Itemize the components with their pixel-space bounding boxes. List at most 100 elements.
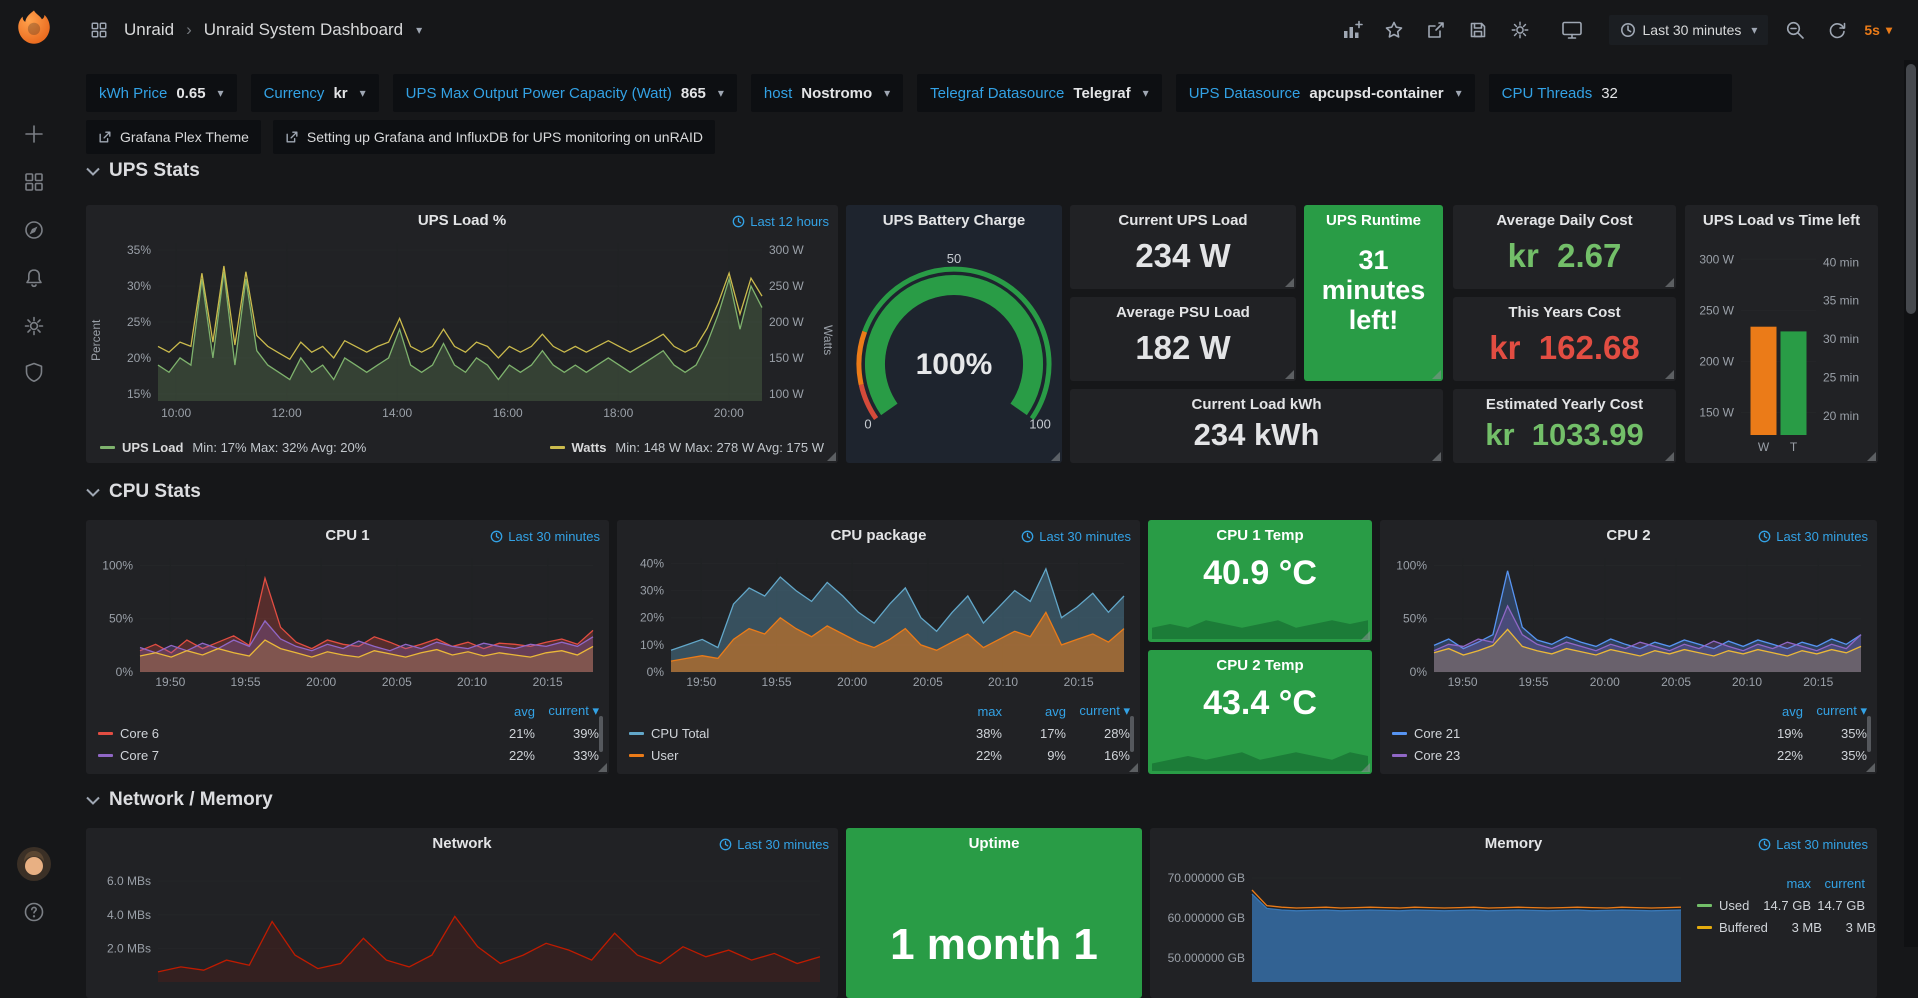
refresh-interval-picker[interactable]: 5s ▾ [1864, 22, 1892, 38]
chevron-down-icon: ▾ [1456, 86, 1462, 100]
stat-title[interactable]: Uptime [846, 835, 1142, 852]
svg-text:60.000000 GB: 60.000000 GB [1168, 911, 1245, 925]
sidebar-item-server-admin[interactable] [0, 350, 68, 394]
stat-title[interactable]: Average PSU Load [1070, 304, 1296, 321]
panel-title[interactable]: UPS Load vs Time left [1685, 212, 1878, 229]
svg-text:16:00: 16:00 [493, 406, 523, 420]
stat-title[interactable]: Current Load kWh [1070, 396, 1443, 413]
panel-resize-handle[interactable] [827, 452, 836, 461]
sidebar-item-create[interactable] [0, 112, 68, 156]
panel-title[interactable]: UPS Battery Charge [846, 212, 1062, 229]
variable-telegraf-datasource[interactable]: Telegraf Datasource Telegraf ▾ [917, 74, 1162, 112]
clock-icon [1620, 22, 1636, 38]
variable-ups-max-output[interactable]: UPS Max Output Power Capacity (Watt) 865… [393, 74, 737, 112]
section-cpu-stats[interactable]: CPU Stats [86, 481, 201, 503]
panel-resize-handle[interactable] [1665, 370, 1674, 379]
panel-time-range-badge[interactable]: Last 30 minutes [1758, 529, 1868, 544]
variable-host[interactable]: host Nostromo ▾ [751, 74, 903, 112]
panel-resize-handle[interactable] [1285, 370, 1294, 379]
panel-resize-handle[interactable] [1665, 278, 1674, 287]
refresh-button[interactable] [1822, 15, 1852, 45]
stat-title[interactable]: This Years Cost [1453, 304, 1676, 321]
variable-kwh-price[interactable]: kWh Price 0.65 ▾ [86, 74, 237, 112]
panel-title[interactable]: UPS Load % [86, 212, 838, 229]
section-title: UPS Stats [109, 160, 200, 182]
panel-time-range-badge[interactable]: Last 30 minutes [490, 529, 600, 544]
panel-resize-handle[interactable] [1361, 631, 1370, 640]
cpu-threads-input[interactable]: 32 [1601, 85, 1719, 102]
load-vs-time-bar-chart[interactable]: 300 W250 W200 W150 W40 min35 min30 min25… [1689, 237, 1874, 457]
add-panel-button[interactable] [1337, 15, 1367, 45]
svg-text:50%: 50% [109, 612, 133, 626]
cpu1-temp-sparkline [1152, 609, 1368, 639]
sidebar-item-explore[interactable] [0, 208, 68, 252]
variable-label: UPS Max Output Power Capacity (Watt) [406, 85, 672, 102]
sidebar-item-help[interactable] [0, 890, 68, 934]
cpu2-chart[interactable]: 100%50%0%19:5019:5520:0020:0520:1020:15 [1388, 550, 1869, 690]
stat-title[interactable]: Average Daily Cost [1453, 212, 1676, 229]
panel-time-range-badge[interactable]: Last 30 minutes [719, 837, 829, 852]
memory-chart[interactable]: 70.000000 GB60.000000 GB50.000000 GB [1158, 858, 1687, 988]
plus-icon [23, 123, 45, 145]
panel-resize-handle[interactable] [1285, 278, 1294, 287]
page-scrollbar[interactable] [1904, 60, 1918, 947]
ups-load-chart[interactable]: 35%30%25%20%15%300 W250 W200 W150 W100 W… [108, 235, 816, 421]
link-ups-monitoring-guide[interactable]: Setting up Grafana and InfluxDB for UPS … [273, 120, 715, 154]
network-chart[interactable]: 6.0 MBs4.0 MBs2.0 MBs [94, 858, 830, 988]
time-range-label: Last 30 minutes [508, 529, 600, 544]
user-avatar[interactable] [0, 842, 68, 886]
share-icon [1426, 20, 1446, 40]
star-dashboard-button[interactable] [1379, 15, 1409, 45]
save-dashboard-button[interactable] [1463, 15, 1493, 45]
panel-resize-handle[interactable] [1866, 763, 1875, 772]
variable-ups-datasource[interactable]: UPS Datasource apcupsd-container ▾ [1176, 74, 1475, 112]
zoom-out-button[interactable] [1780, 15, 1810, 45]
section-ups-stats[interactable]: UPS Stats [86, 160, 200, 182]
sidebar-item-dashboards[interactable] [0, 160, 68, 204]
cpu1-chart[interactable]: 100%50%0%19:5019:5520:0020:0520:1020:15 [94, 550, 601, 690]
clock-icon [719, 838, 732, 851]
panel-resize-handle[interactable] [598, 763, 607, 772]
svg-text:20:05: 20:05 [1661, 675, 1691, 689]
stat-title[interactable]: Estimated Yearly Cost [1453, 396, 1676, 413]
sidebar-item-configuration[interactable] [0, 304, 68, 348]
chart-legend[interactable]: avgcurrent ▾Core 2119%35%Core 2322%35% [1392, 700, 1867, 766]
panel-resize-handle[interactable] [1432, 452, 1441, 461]
dashboard-settings-button[interactable] [1505, 15, 1535, 45]
panel-resize-handle[interactable] [1129, 763, 1138, 772]
panel-time-range-badge[interactable]: Last 12 hours [732, 214, 829, 229]
stat-title[interactable]: CPU 2 Temp [1148, 657, 1372, 674]
dashboard-title[interactable]: Unraid System Dashboard [204, 20, 403, 40]
chart-legend[interactable]: avgcurrent ▾Core 621%39%Core 722%33% [98, 700, 599, 766]
panel-resize-handle[interactable] [1361, 763, 1370, 772]
stat-title[interactable]: UPS Runtime [1304, 212, 1443, 229]
variable-cpu-threads[interactable]: CPU Threads 32 [1489, 74, 1733, 112]
panel-resize-handle[interactable] [1432, 370, 1441, 379]
panel-resize-handle[interactable] [1665, 452, 1674, 461]
grafana-logo[interactable] [0, 6, 68, 50]
svg-text:25 min: 25 min [1823, 370, 1859, 384]
battery-gauge[interactable]: 050100100% [850, 233, 1058, 459]
chart-legend[interactable]: maxcurrentUsed14.7 GB14.7 GBBuffered3 MB… [1697, 872, 1865, 938]
stat-title[interactable]: CPU 1 Temp [1148, 527, 1372, 544]
share-dashboard-button[interactable] [1421, 15, 1451, 45]
panel-time-range-badge[interactable]: Last 30 minutes [1021, 529, 1131, 544]
chart-legend[interactable]: maxavgcurrent ▾CPU Total38%17%28%User22%… [629, 700, 1130, 766]
stat-title[interactable]: Current UPS Load [1070, 212, 1296, 229]
dashboard-grid-icon[interactable] [84, 15, 114, 45]
cpu-package-chart[interactable]: 40%30%20%10%0%19:5019:5520:0020:0520:102… [625, 550, 1132, 690]
cycle-view-button[interactable] [1557, 15, 1587, 45]
avatar-icon [16, 846, 52, 882]
panel-resize-handle[interactable] [1867, 452, 1876, 461]
chart-legend[interactable]: UPS LoadMin: 17% Max: 32% Avg: 20%WattsM… [100, 440, 824, 455]
time-range-picker[interactable]: Last 30 minutes ▾ [1609, 15, 1769, 45]
section-network-memory[interactable]: Network / Memory [86, 789, 273, 811]
dashboard-dropdown-caret[interactable]: ▾ [416, 23, 422, 37]
breadcrumb-app[interactable]: Unraid [124, 20, 174, 40]
variable-currency[interactable]: Currency kr ▾ [251, 74, 379, 112]
sidebar-item-alerting[interactable] [0, 256, 68, 300]
link-grafana-plex-theme[interactable]: Grafana Plex Theme [86, 120, 261, 154]
panel-time-range-badge[interactable]: Last 30 minutes [1758, 837, 1868, 852]
scrollbar-thumb[interactable] [1906, 64, 1916, 314]
panel-resize-handle[interactable] [1051, 452, 1060, 461]
